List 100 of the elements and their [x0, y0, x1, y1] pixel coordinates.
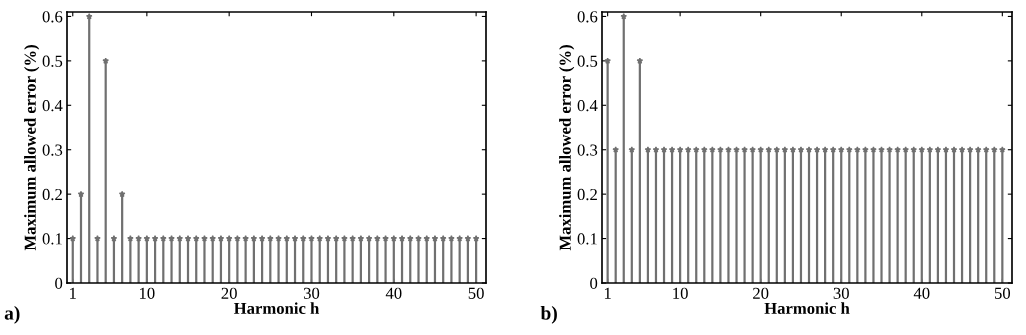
point: [225, 235, 233, 242]
text: a): [4, 306, 20, 324]
point: [781, 146, 789, 153]
y-tick-label: 0.6: [577, 11, 598, 23]
point: [398, 235, 406, 242]
point: [773, 146, 781, 153]
point: [176, 235, 184, 242]
y-tick-label: 0.2: [42, 188, 62, 201]
point: [862, 146, 869, 153]
x-tick-label: 30: [303, 287, 320, 299]
point: [837, 146, 845, 153]
x-tick-label: 40: [385, 287, 402, 299]
point: [291, 235, 299, 242]
point: [357, 235, 365, 242]
point: [797, 146, 805, 153]
point: [250, 235, 258, 242]
x-tick-label: 20: [753, 287, 769, 299]
point: [102, 57, 110, 64]
point: [85, 12, 93, 20]
point: [266, 235, 274, 242]
x-tick-label: 40: [913, 287, 930, 299]
y-axis-title: Maximum allowed error (%): [24, 45, 40, 251]
point: [717, 146, 724, 153]
point: [628, 146, 636, 153]
point: [660, 146, 668, 153]
text: b): [540, 306, 557, 324]
point: [324, 235, 332, 242]
y-tick-label: 0: [590, 277, 598, 289]
point: [966, 146, 974, 153]
point: [472, 235, 480, 242]
x-tick-label: 10: [139, 287, 155, 299]
x-tick-label: 50: [994, 287, 1011, 299]
x-tick-label: 1: [70, 287, 76, 299]
point: [69, 235, 77, 242]
x-axis-title: Harmonic h: [764, 302, 850, 315]
point: [209, 235, 217, 242]
point: [636, 57, 644, 64]
point: [910, 146, 918, 153]
point: [258, 235, 266, 242]
point: [974, 146, 982, 153]
point: [612, 146, 620, 153]
point: [184, 235, 192, 242]
point: [390, 235, 398, 242]
point: [668, 146, 676, 153]
point: [918, 146, 926, 153]
point: [926, 146, 934, 153]
point: [789, 146, 797, 153]
point: [644, 146, 652, 153]
point: [110, 235, 118, 242]
point: [676, 146, 684, 153]
point: [620, 12, 628, 20]
point: [349, 235, 356, 242]
point: [998, 146, 1006, 153]
point: [192, 235, 200, 242]
point: [127, 235, 134, 242]
point: [332, 235, 340, 242]
point: [159, 235, 167, 242]
point: [118, 190, 126, 198]
y-tick-label: 0.5: [42, 55, 63, 67]
point: [990, 146, 998, 153]
x-tick-label: 10: [673, 287, 688, 299]
point: [894, 146, 901, 153]
point: [406, 235, 414, 242]
point: [382, 235, 389, 242]
x-tick-label: 20: [221, 287, 237, 299]
point: [765, 146, 773, 153]
point: [709, 146, 716, 153]
y-tick-label: 0.1: [577, 233, 597, 245]
point: [749, 146, 756, 153]
point: [829, 146, 837, 153]
point: [464, 235, 472, 242]
y-tick-label: 0.3: [42, 144, 63, 156]
point: [942, 146, 950, 153]
point: [217, 235, 225, 242]
point: [757, 146, 765, 153]
point: [958, 146, 966, 153]
point: [805, 146, 813, 153]
point: [950, 146, 958, 153]
y-tick-label: 0.4: [577, 99, 598, 112]
point: [934, 146, 942, 153]
y-axis-title: Maximum allowed error (%): [559, 45, 575, 251]
point: [341, 235, 348, 242]
point: [684, 146, 692, 153]
point: [283, 235, 291, 242]
point: [456, 235, 463, 242]
point: [423, 235, 431, 242]
y-tick-label: 0.2: [577, 188, 597, 201]
y-tick-label: 0.4: [42, 99, 63, 112]
point: [439, 235, 447, 242]
point: [854, 146, 861, 153]
point: [374, 235, 381, 242]
point: [813, 146, 821, 153]
point: [652, 146, 660, 153]
point: [845, 146, 853, 153]
x-tick-label: 30: [833, 287, 849, 299]
y-tick-label: 0.5: [577, 55, 598, 67]
y-tick-label: 0.3: [577, 144, 598, 156]
x-tick-label: 1: [604, 287, 611, 299]
point: [982, 146, 990, 153]
point: [604, 57, 611, 64]
